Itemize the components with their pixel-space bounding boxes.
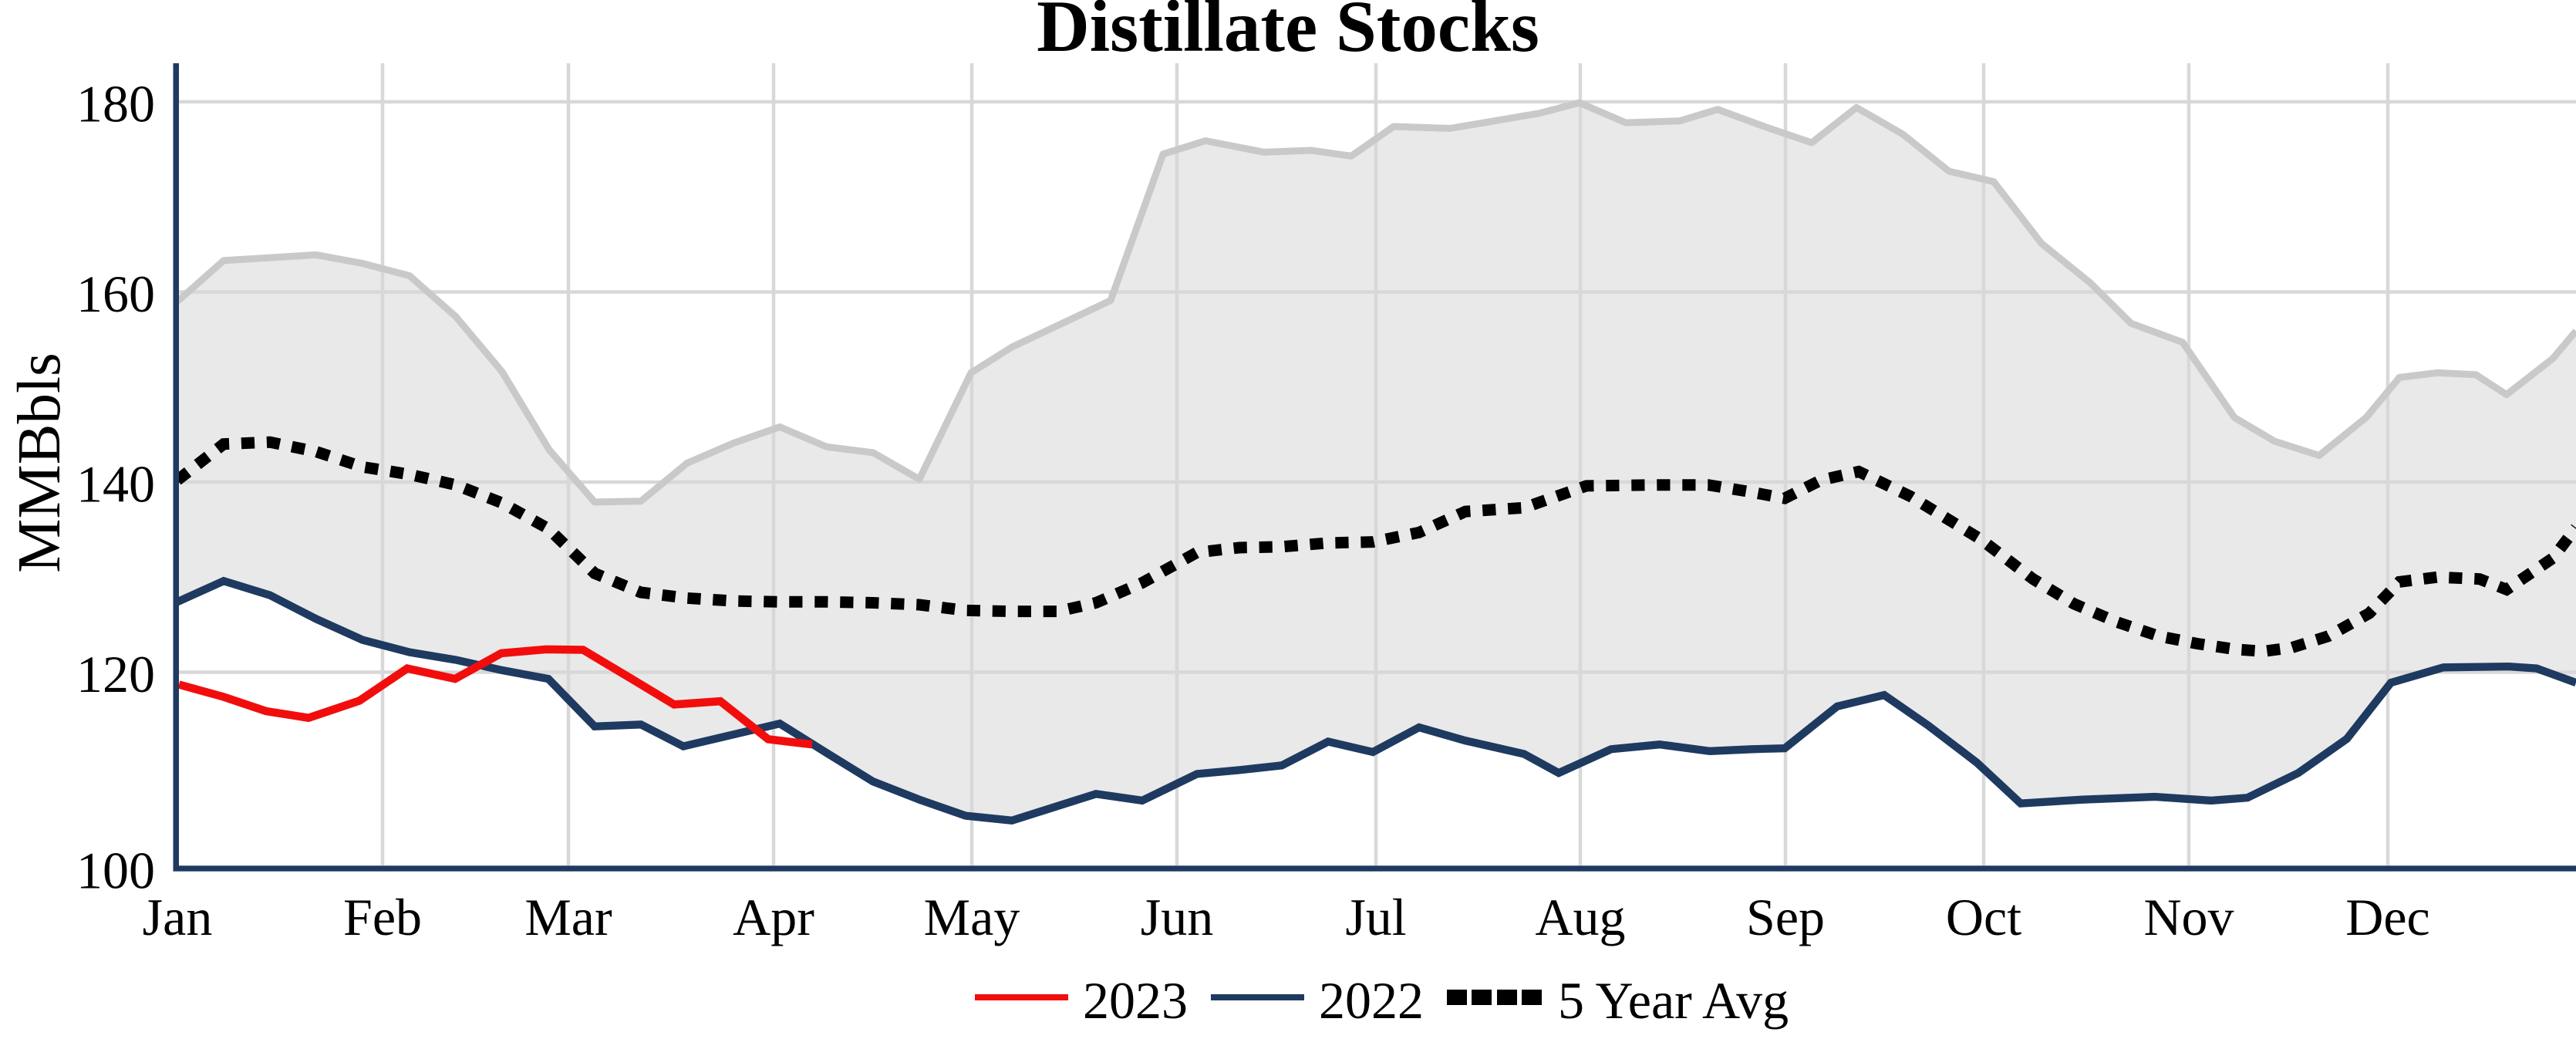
svg-text:Nov: Nov — [2143, 888, 2234, 946]
svg-text:120: 120 — [76, 645, 155, 703]
svg-text:2023: 2023 — [1083, 971, 1188, 1030]
svg-text:Oct: Oct — [1946, 888, 2021, 946]
svg-text:160: 160 — [76, 265, 155, 323]
svg-text:Jan: Jan — [143, 888, 213, 946]
svg-text:Apr: Apr — [733, 888, 814, 946]
svg-text:Jul: Jul — [1345, 888, 1406, 946]
svg-text:140: 140 — [76, 455, 155, 514]
svg-text:100: 100 — [76, 842, 155, 900]
svg-text:May: May — [924, 888, 1020, 946]
svg-text:MMBbls: MMBbls — [6, 352, 73, 572]
svg-text:Jun: Jun — [1141, 888, 1213, 946]
svg-text:Dec: Dec — [2345, 888, 2429, 946]
svg-text:180: 180 — [76, 75, 155, 133]
svg-text:Feb: Feb — [343, 888, 422, 946]
svg-text:Aug: Aug — [1535, 888, 1625, 946]
svg-text:Distillate Stocks: Distillate Stocks — [1037, 0, 1539, 67]
svg-text:5 Year Avg: 5 Year Avg — [1558, 971, 1789, 1030]
svg-text:Sep: Sep — [1746, 888, 1825, 946]
svg-text:2022: 2022 — [1319, 971, 1424, 1030]
svg-text:Mar: Mar — [524, 888, 612, 946]
